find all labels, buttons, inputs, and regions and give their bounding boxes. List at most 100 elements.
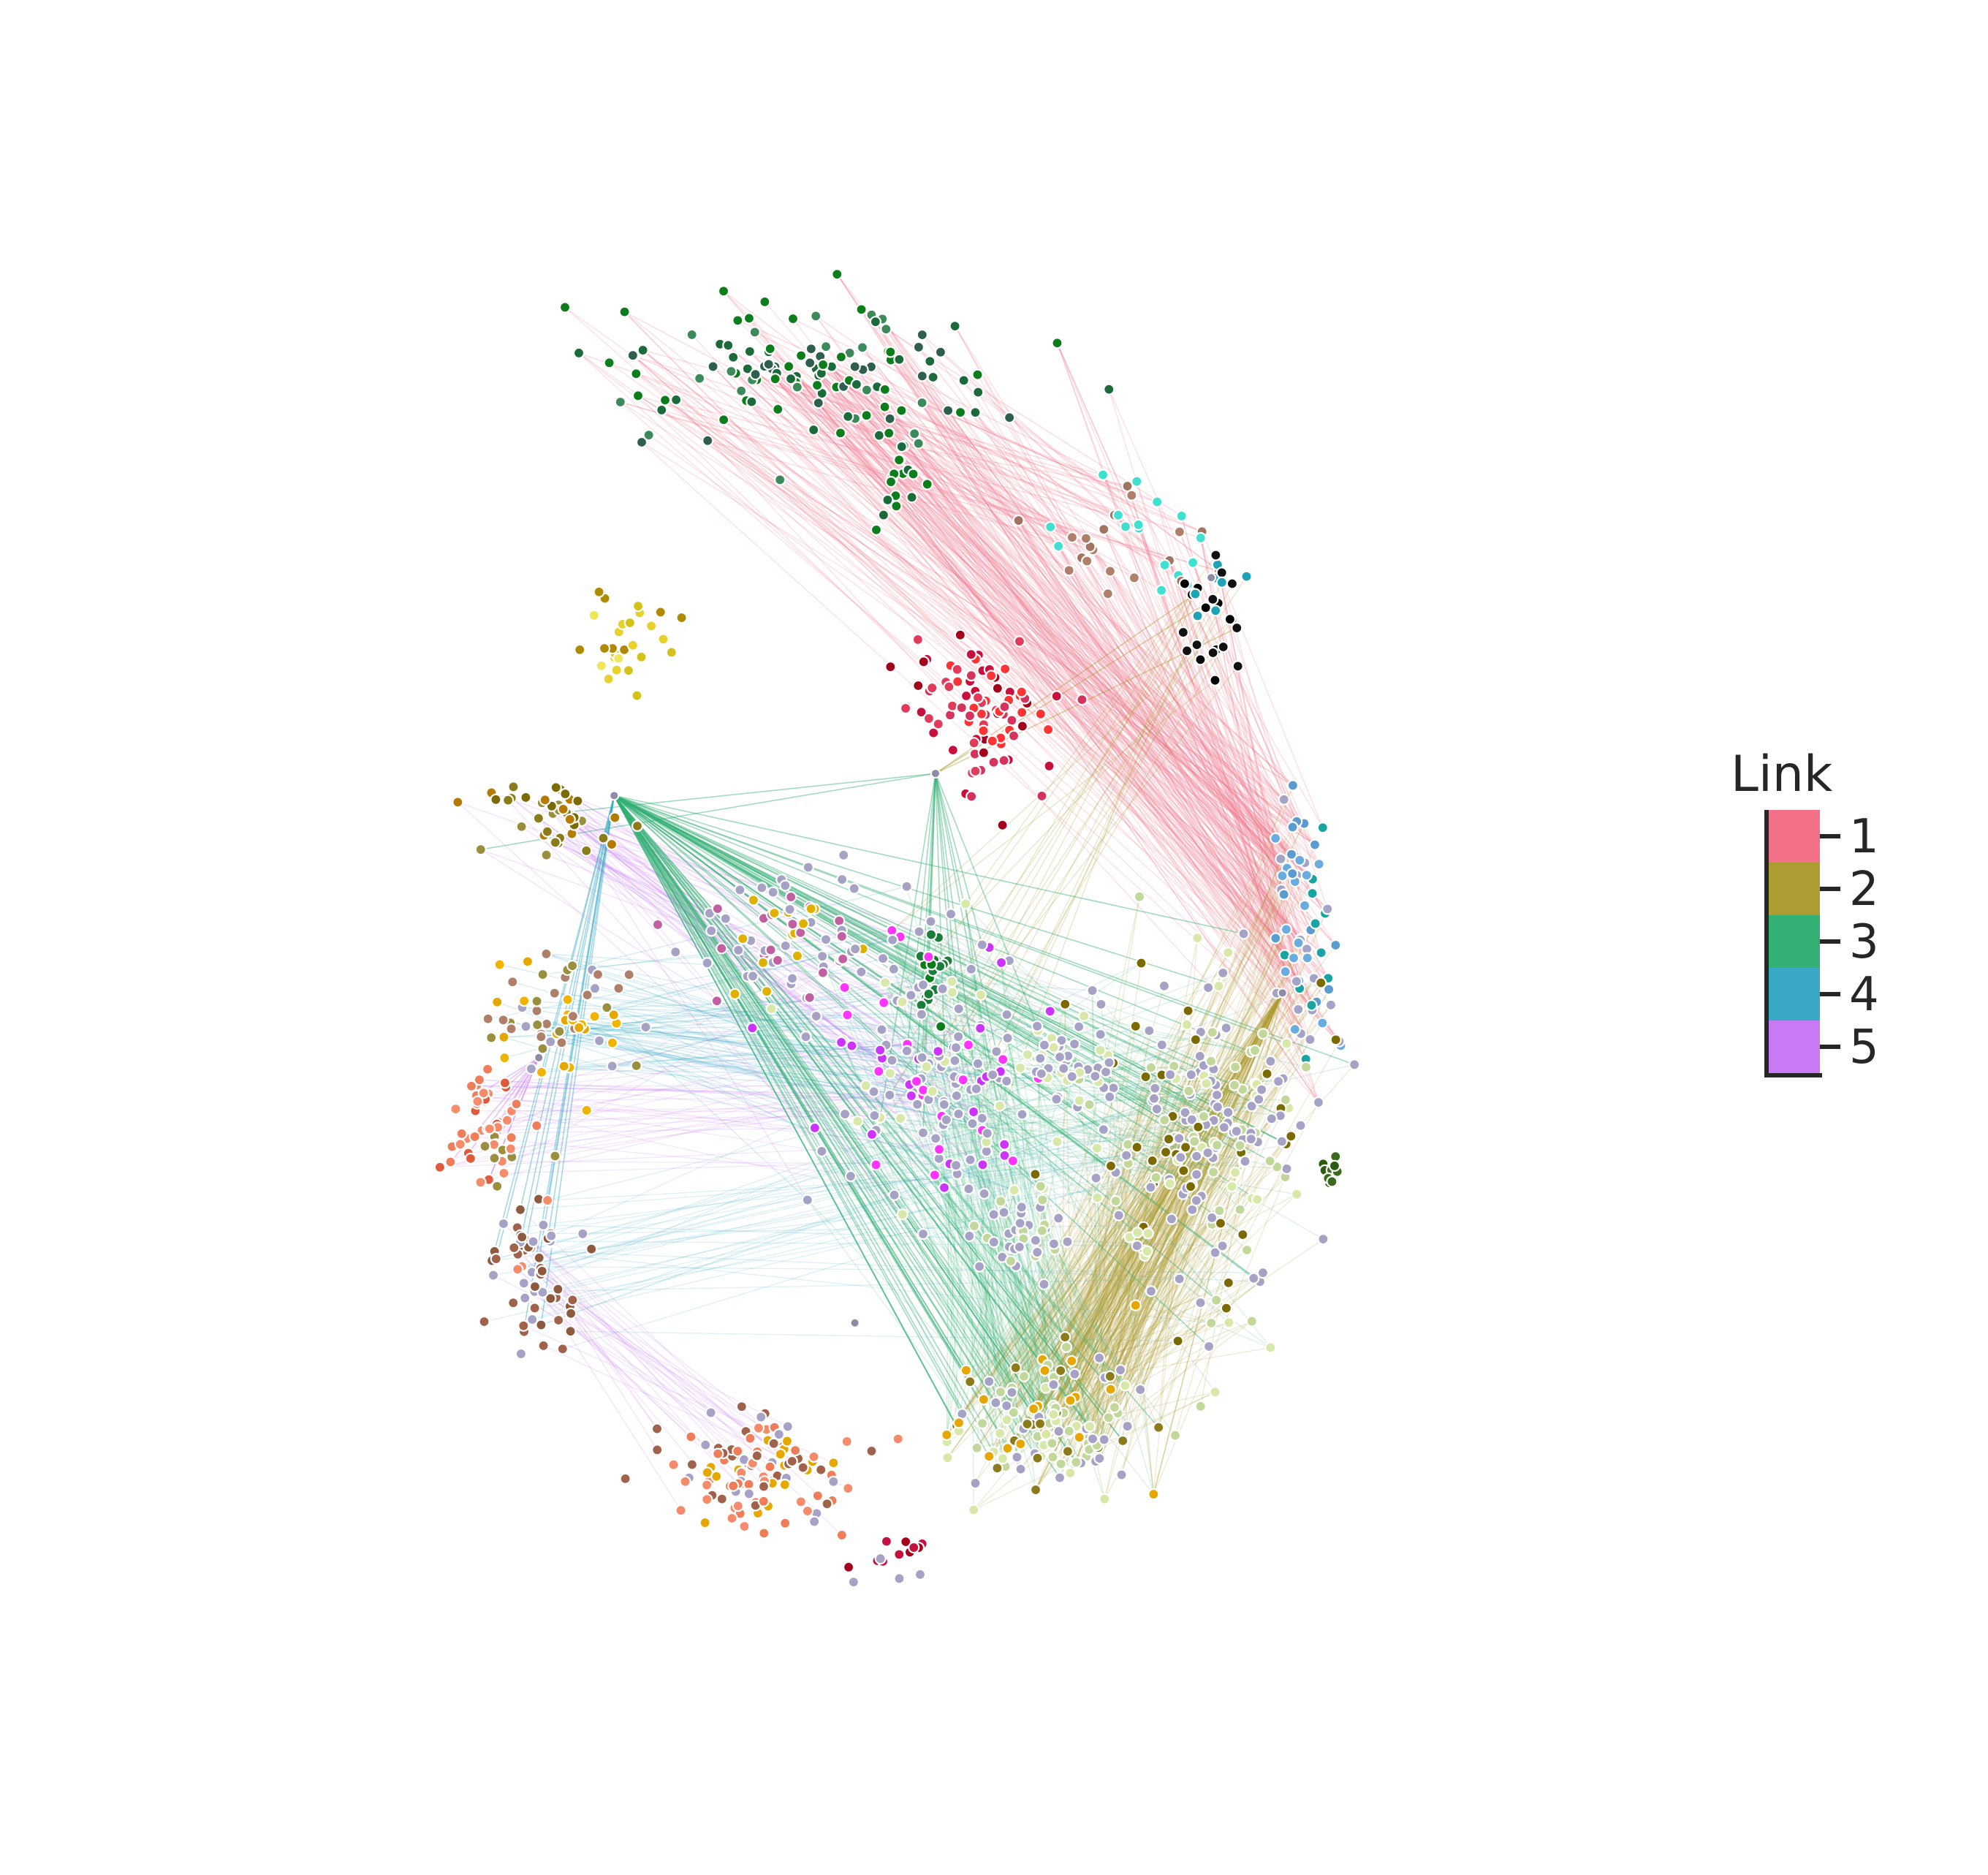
node-top-greens (743, 345, 756, 357)
edge-link-4 (550, 1224, 1213, 1235)
node-mid-top-grey (710, 995, 723, 1007)
node-bottom-red (847, 1576, 860, 1588)
node-top-greens (762, 358, 775, 371)
node-center-grey (887, 933, 899, 946)
hub-edge-link-3 (915, 773, 936, 1081)
node-left-yellow-olive (540, 947, 553, 960)
edge-link-5 (516, 1103, 822, 1152)
node-brown-arc (1044, 520, 1057, 533)
edge-link-1 (792, 318, 1104, 476)
edge-link-1 (664, 399, 1297, 822)
edge-link-2 (993, 1067, 1152, 1452)
node-top-greens (972, 386, 984, 398)
edge-link-2 (1031, 1138, 1252, 1412)
edge-link-4 (612, 962, 1002, 1067)
node-right-grey (1204, 1055, 1218, 1067)
edge-link-2 (1120, 1174, 1197, 1475)
node-brown-arc (1080, 532, 1093, 545)
edge-link-2 (1117, 1075, 1192, 1414)
edge-link-3 (946, 1080, 1007, 1436)
node-center-lower-grey (1029, 1234, 1042, 1246)
edge-link-3 (1036, 1071, 1217, 1301)
node-top-greens (558, 301, 572, 314)
node-right-grey (1265, 1113, 1278, 1125)
edge-link-5 (569, 814, 918, 1105)
edge-link-5 (489, 984, 924, 1129)
node-right-grey (1185, 1113, 1198, 1126)
node-top-greens (927, 371, 939, 384)
node-bottom-green-arc (1099, 1493, 1111, 1505)
edge-link-2 (965, 555, 1217, 904)
edge-link-4 (550, 962, 1142, 1237)
edge-link-3 (900, 936, 1248, 1251)
node-top-greens (869, 316, 881, 328)
edge-link-1 (974, 412, 1320, 865)
edge-link-3 (906, 1044, 1058, 1413)
edge-link-1 (620, 401, 1087, 539)
edge-link-3 (995, 1050, 1324, 1240)
node-top-greens (707, 360, 719, 373)
node-top-greens (635, 436, 648, 449)
node-right-grey (1142, 1227, 1154, 1240)
edge-link-2 (1053, 955, 1286, 1378)
edge-link-1 (898, 359, 1322, 953)
hub-edge-link-2 (1139, 993, 1283, 1390)
edge-link-1 (578, 352, 1300, 861)
edge-link-1 (818, 375, 1179, 576)
node-bottom-left-coral (744, 1432, 756, 1444)
node-center-grey (938, 1181, 951, 1194)
node-left-yellow-olive (535, 1031, 547, 1043)
hub-edge-link-3 (613, 795, 1215, 1105)
edge-link-2 (995, 1178, 1170, 1404)
edge-link-1 (1107, 593, 1305, 906)
edge-link-2 (1052, 1245, 1138, 1406)
legend-frame (1764, 810, 1822, 1077)
node-olive-topleft (559, 787, 572, 800)
node-center-grey (839, 1107, 851, 1121)
node-right-grey (1164, 1178, 1176, 1190)
node-center-grey (1086, 984, 1099, 997)
node-left-brown (537, 1339, 550, 1352)
node-top-greens (855, 303, 868, 316)
node-bottom-green-arc (1055, 1365, 1067, 1377)
edge-link-2 (956, 1178, 1097, 1427)
node-red-cluster (998, 754, 1010, 767)
node-mid-top-grey (802, 861, 814, 874)
node-right-upper-grey (1050, 1093, 1063, 1105)
edge-link-3 (958, 1008, 1137, 1306)
hub-edge-link-3 (613, 795, 1021, 1444)
node-left-yellow-olive (505, 1023, 517, 1035)
edge-link-3 (956, 1095, 1007, 1406)
node-right-grey (1222, 1106, 1234, 1118)
edge-link-3 (998, 1077, 1089, 1444)
node-mid-top-grey (838, 849, 850, 861)
node-bottom-left-coral (778, 1478, 791, 1491)
node-bottom-green-arc (1117, 1434, 1129, 1447)
edge-link-3 (1057, 1140, 1170, 1143)
edge-link-1 (737, 319, 1132, 496)
node-left-brown (516, 1231, 528, 1243)
hub-edge-link-3 (613, 795, 971, 1382)
hub-edge-link-3 (613, 795, 1114, 1064)
edge-link-4 (522, 1265, 1263, 1273)
node-bottom-green-arc (1073, 1431, 1085, 1444)
node-red-cluster (1013, 635, 1026, 648)
edge-link-1 (635, 373, 1294, 787)
edge-link-1 (843, 386, 1294, 786)
edge-link-2 (1110, 1135, 1291, 1390)
edge-link-3 (934, 1175, 1100, 1459)
node-right-grey (1177, 1164, 1190, 1177)
edge-link-4 (520, 1159, 1178, 1211)
hub-edge-link-3 (613, 795, 1077, 1463)
node-right-grey (1145, 1181, 1157, 1194)
edge-link-1 (819, 356, 1301, 941)
node-bottom-green-arc (1031, 1452, 1044, 1464)
node-right-upper-grey (1104, 1091, 1116, 1103)
node-center-grey (965, 963, 977, 975)
node-bottom-left-coral (701, 1466, 713, 1479)
edge-link-5 (553, 813, 903, 1215)
node-red-cluster (899, 702, 912, 715)
edge-link-2 (1052, 1089, 1262, 1406)
edge-link-1 (713, 365, 1329, 990)
node-right-grey (1131, 1240, 1143, 1252)
